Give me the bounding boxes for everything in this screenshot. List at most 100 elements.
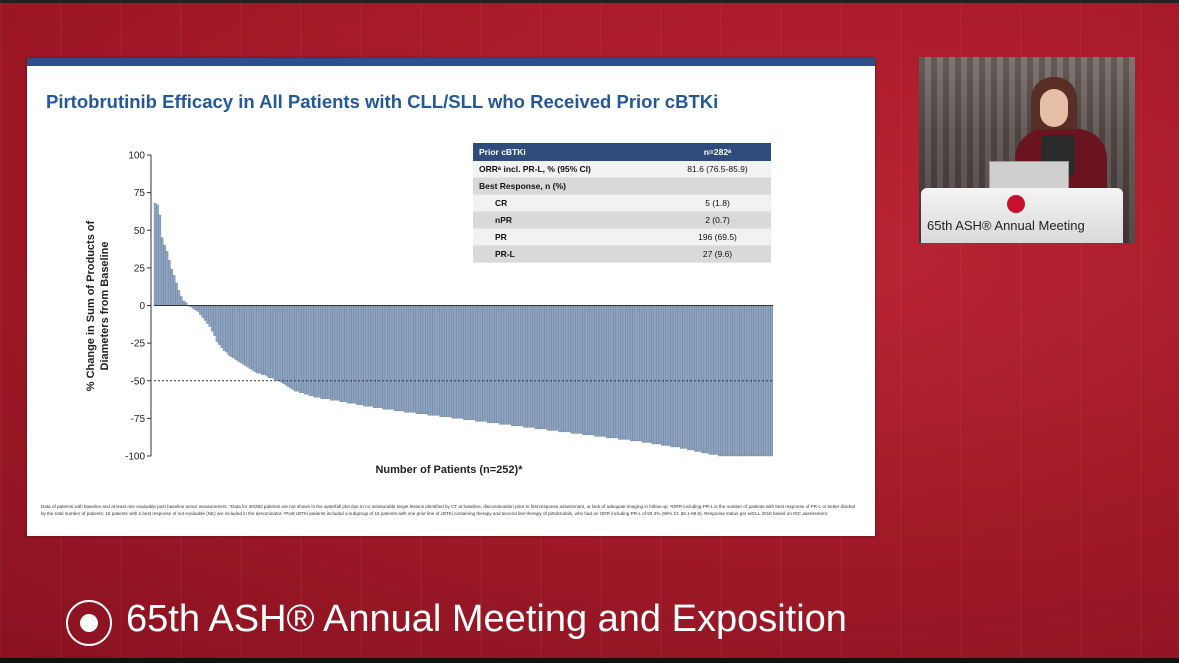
bar (441, 305, 445, 418)
bar (172, 275, 176, 306)
bar (332, 305, 335, 401)
bar (534, 305, 538, 430)
table-header-label: Prior cBTKi (473, 143, 664, 161)
bar (596, 305, 600, 437)
bar (651, 305, 654, 445)
bar (591, 305, 595, 436)
bar (499, 305, 502, 425)
bar (503, 305, 507, 425)
bar (296, 305, 300, 392)
bar (368, 305, 371, 407)
bar (553, 305, 557, 431)
bar (318, 305, 321, 398)
bar (439, 305, 443, 418)
bar (208, 305, 212, 327)
bar (320, 305, 323, 399)
laptop (989, 161, 1069, 189)
bar (541, 305, 545, 430)
bar (577, 305, 581, 434)
bar (239, 305, 243, 363)
bar (515, 305, 519, 427)
bar (299, 305, 302, 393)
bar (391, 305, 395, 410)
bar (339, 305, 343, 402)
bar (506, 305, 509, 425)
table-row: nPR 2 (0.7) (473, 211, 771, 229)
bar (532, 305, 535, 428)
bar (458, 305, 462, 419)
bar (639, 305, 643, 442)
bar (622, 305, 626, 440)
bar (482, 305, 485, 422)
bar (365, 305, 369, 407)
bar (315, 305, 319, 398)
bar (589, 305, 593, 436)
bar (646, 305, 650, 443)
bar (715, 305, 719, 455)
bar (272, 305, 276, 380)
bar (468, 305, 471, 421)
bar (225, 305, 228, 353)
bar (694, 305, 697, 452)
bar (610, 305, 614, 439)
bar (330, 305, 333, 401)
bar (680, 305, 683, 449)
bar (313, 305, 316, 398)
bar (665, 305, 669, 446)
bar (653, 305, 657, 445)
bar (427, 305, 431, 416)
bar (687, 305, 690, 451)
speaker-face (1040, 89, 1068, 127)
bar (377, 305, 381, 408)
bar (689, 305, 693, 451)
bar (513, 305, 516, 427)
table-row: CR 5 (1.8) (473, 194, 771, 212)
bar (727, 305, 731, 457)
bar (682, 305, 685, 449)
presentation-slide: Pirtobrutinib Efficacy in All Patients w… (27, 58, 875, 536)
bar (294, 305, 297, 392)
bar (253, 305, 257, 372)
bar (518, 305, 521, 427)
bar (268, 305, 271, 378)
bar (472, 305, 476, 421)
bar (351, 305, 354, 404)
bar (632, 305, 635, 442)
bar (260, 305, 264, 375)
bar (572, 305, 576, 434)
bar (413, 305, 416, 413)
bar (258, 305, 262, 374)
table-row-value: 2 (0.7) (664, 211, 771, 229)
bar (308, 305, 312, 396)
bar (251, 305, 254, 371)
bar (215, 305, 219, 342)
y-tick-label: 100 (128, 151, 145, 162)
bar (568, 305, 571, 433)
bar (563, 305, 566, 433)
bar (420, 305, 423, 415)
bar (249, 305, 252, 369)
bar (399, 305, 402, 411)
bar (522, 305, 526, 428)
bar (422, 305, 426, 415)
ash-logo-center (80, 614, 98, 632)
bar (627, 305, 631, 440)
bar (672, 305, 676, 448)
bar (584, 305, 588, 436)
bar (575, 305, 578, 434)
bar (303, 305, 307, 395)
bar (301, 305, 304, 393)
bar (637, 305, 640, 442)
bar (425, 305, 428, 415)
bar (501, 305, 504, 425)
table-row-value: 5 (1.8) (664, 194, 771, 212)
bar (625, 305, 628, 440)
bar (227, 305, 231, 356)
bar (630, 305, 633, 442)
bar (201, 305, 204, 318)
bar (196, 305, 200, 312)
bar (165, 251, 169, 306)
bar (270, 305, 274, 378)
table-row-value: 27 (9.6) (664, 245, 771, 263)
bar (280, 305, 283, 383)
